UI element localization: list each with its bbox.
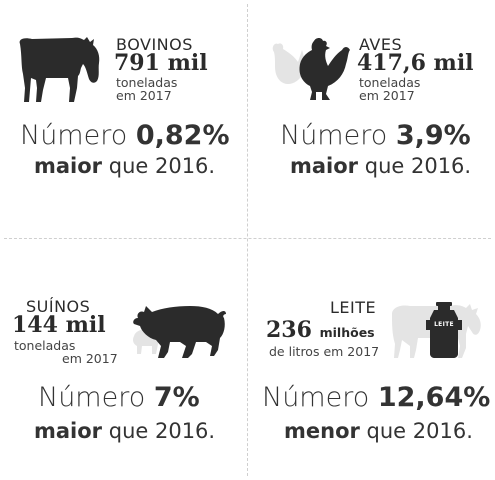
percent-value: 3,9% [395, 120, 471, 151]
unit-line-1: toneladas [14, 338, 76, 353]
amount-value: 417,6 mil [357, 50, 474, 76]
category-label: SUÍNOS [26, 297, 91, 316]
compare-line: maior que 2016. [34, 418, 215, 444]
unit-line-2: em 2017 [62, 351, 118, 366]
amount-line: 236 milhões [266, 318, 375, 345]
compare-text: que 2016. [366, 419, 473, 443]
amount-value: 144 mil [12, 312, 106, 338]
percent-value: 0,82% [135, 120, 230, 151]
number-line: Número 0,82% [20, 120, 230, 152]
amount-unit: milhões [319, 325, 375, 340]
direction-word: maior [290, 154, 359, 178]
amount-value: 791 mil [114, 50, 208, 76]
number-line: Número 12,64% [262, 382, 490, 414]
unit-line-2: em 2017 [116, 88, 172, 103]
compare-line: menor que 2016. [284, 418, 473, 444]
compare-line: maior que 2016. [290, 153, 471, 179]
number-word: Número [20, 120, 128, 151]
unit-line-1: toneladas [116, 75, 178, 90]
amount-value: 236 [266, 317, 312, 343]
vertical-divider [247, 4, 248, 476]
compare-text: que 2016. [364, 154, 472, 178]
milk-can-icon [426, 302, 462, 358]
number-word: Número [262, 382, 370, 413]
unit-line-1: toneladas [359, 75, 421, 90]
category-label: LEITE [330, 298, 377, 317]
number-word: Número [38, 382, 146, 413]
direction-word: menor [284, 419, 360, 443]
chicken-icon [272, 38, 350, 100]
category-label: BOVINOS [116, 35, 193, 54]
compare-text: que 2016. [108, 419, 216, 443]
percent-value: 12,64% [377, 382, 491, 413]
number-line: Número 3,9% [280, 120, 471, 152]
category-label: AVES [359, 35, 403, 54]
cow-icon [19, 37, 100, 102]
unit-line-2: em 2017 [359, 88, 415, 103]
number-word: Número [280, 120, 388, 151]
percent-value: 7% [153, 382, 200, 413]
milk-can-label: LEITE [434, 321, 454, 328]
direction-word: maior [34, 419, 103, 443]
compare-line: maior que 2016. [34, 153, 215, 179]
number-line: Número 7% [38, 382, 200, 414]
horizontal-divider [4, 238, 491, 239]
compare-text: que 2016. [108, 154, 216, 178]
pig-icon [133, 306, 226, 358]
direction-word: maior [34, 154, 103, 178]
unit-line-1: de litros em 2017 [269, 344, 380, 359]
